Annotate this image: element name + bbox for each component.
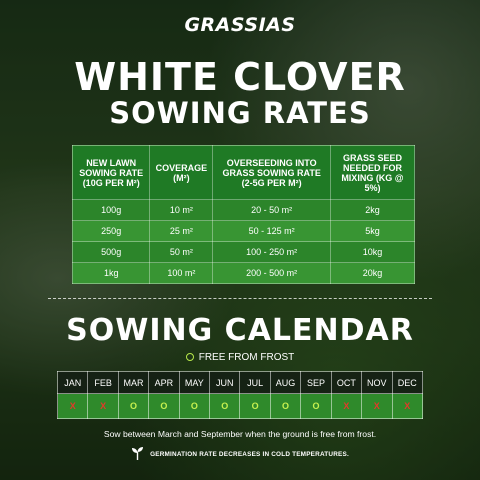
calendar-title: SOWING CALENDAR — [66, 313, 414, 348]
table-cell: 50 - 125 m² — [212, 220, 331, 242]
table-cell: 20 - 50 m² — [212, 199, 331, 221]
table-row: 100g 10 m² 20 - 50 m² 2kg — [71, 199, 416, 221]
title-line-1: WHITE CLOVER — [74, 55, 406, 99]
germination-note-text: GERMINATION RATE DECREASES IN COLD TEMPE… — [150, 451, 349, 458]
month-label: DEC — [391, 371, 423, 394]
sowing-rates-table: NEW LAWN SOWING RATE (10g per m²) COVERA… — [71, 145, 416, 284]
header-new-lawn: NEW LAWN SOWING RATE (10g per m²) — [71, 145, 151, 200]
month-label: FEB — [87, 371, 119, 394]
table-cell: 10kg — [329, 241, 416, 263]
month-label: JAN — [56, 371, 89, 394]
month-label: MAR — [117, 371, 150, 394]
circle-icon — [185, 353, 194, 361]
table-cell: 100 - 250 m² — [212, 241, 331, 263]
marks-row: X X O O O O O O O X X X — [56, 393, 423, 419]
month-label: SEP — [300, 371, 332, 394]
brand-logo: GRASSIAS — [184, 14, 296, 36]
frost-legend-label: FREE FROM FROST — [198, 352, 295, 363]
month-label: NOV — [361, 371, 393, 394]
header-overseeding: OVERSEEDING INTO GRASS SOWING RATE (2-5g… — [212, 145, 331, 200]
month-mark: O — [269, 393, 302, 419]
table-cell: 10 m² — [149, 199, 214, 221]
table-cell: 100 m² — [149, 262, 214, 284]
month-mark: O — [209, 393, 241, 419]
dashed-divider — [48, 298, 432, 299]
table-row: 250g 25 m² 50 - 125 m² 5kg — [71, 220, 416, 242]
seedling-icon — [132, 447, 144, 460]
month-mark: X — [361, 393, 393, 419]
months-row: JAN FEB MAR APR MAY JUN JUL AUG SEP OCT … — [56, 371, 423, 394]
month-mark: O — [117, 393, 150, 419]
header-coverage: COVERAGE (m²) — [149, 145, 214, 200]
table-cell: 20kg — [329, 262, 416, 284]
sowing-calendar: JAN FEB MAR APR MAY JUN JUL AUG SEP OCT … — [56, 371, 423, 419]
table-cell: 2kg — [329, 199, 416, 221]
table-cell: 250g — [71, 220, 151, 242]
month-label: JUN — [209, 371, 241, 394]
table-cell: 50 m² — [149, 241, 214, 263]
table-row: 500g 50 m² 100 - 250 m² 10kg — [71, 241, 416, 263]
title-line-2: SOWING RATES — [109, 96, 371, 130]
month-mark: X — [87, 393, 119, 419]
sowing-note: Sow between March and September when the… — [103, 429, 377, 439]
month-label: APR — [148, 371, 180, 394]
table-cell: 500g — [71, 241, 151, 263]
month-mark: O — [178, 393, 211, 419]
table-cell: 100g — [71, 199, 151, 221]
rates-header-row: NEW LAWN SOWING RATE (10g per m²) COVERA… — [71, 145, 416, 200]
table-cell: 200 - 500 m² — [212, 262, 331, 284]
table-cell: 1kg — [71, 262, 151, 284]
table-cell: 25 m² — [149, 220, 214, 242]
month-mark: O — [239, 393, 271, 419]
germination-note: GERMINATION RATE DECREASES IN COLD TEMPE… — [0, 446, 480, 460]
month-label: JUL — [239, 371, 271, 394]
table-cell: 5kg — [329, 220, 416, 242]
month-mark: X — [56, 393, 89, 419]
header-grass-seed: GRASS SEED NEEDED FOR MIXING (kg @ 5%) — [329, 145, 416, 200]
month-label: OCT — [330, 371, 363, 394]
month-mark: X — [330, 393, 363, 419]
frost-legend: FREE FROM FROST — [0, 352, 480, 363]
month-label: AUG — [269, 371, 302, 394]
month-mark: O — [148, 393, 180, 419]
month-label: MAY — [178, 371, 211, 394]
table-row: 1kg 100 m² 200 - 500 m² 20kg — [71, 262, 416, 284]
month-mark: O — [300, 393, 332, 419]
month-mark: X — [391, 393, 423, 419]
